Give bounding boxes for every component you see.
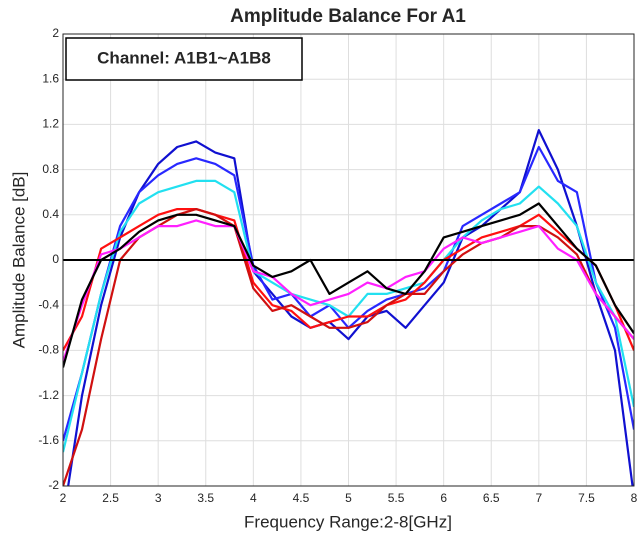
- y-tick-label: 0.8: [42, 162, 59, 176]
- x-tick-label: 3.5: [197, 491, 214, 505]
- x-tick-label: 5: [345, 491, 352, 505]
- y-tick-label: 1.2: [42, 117, 59, 131]
- x-axis-label: Frequency Range:2-8[GHz]: [244, 512, 452, 531]
- y-tick-label: -1.6: [38, 433, 59, 447]
- series-line: [63, 208, 634, 351]
- x-tick-label: 2.5: [102, 491, 119, 505]
- annotation-box: [65, 37, 303, 81]
- x-tick-label: 7: [535, 491, 542, 505]
- x-tick-label: 3: [155, 491, 162, 505]
- series-line: [67, 129, 634, 486]
- x-tick-label: 7.5: [578, 491, 595, 505]
- y-tick-label: 1.6: [42, 71, 59, 85]
- y-tick-label: -0.4: [38, 297, 59, 311]
- annotation: Channel: A1B1~A1B8: [97, 48, 271, 67]
- series-line: [63, 202, 634, 368]
- y-tick-label: 0.4: [42, 207, 59, 221]
- x-tick-label: 6.5: [483, 491, 500, 505]
- y-tick-label: 0: [52, 252, 59, 266]
- x-tick-label: 8: [631, 491, 638, 505]
- axes-box: [62, 33, 635, 487]
- lines: [63, 129, 634, 486]
- y-tick-label: 2: [52, 26, 59, 40]
- series-line: [63, 219, 634, 363]
- x-tick-label: 5.5: [388, 491, 405, 505]
- x-tick-label: 4: [250, 491, 257, 505]
- x-tick-label: 6: [440, 491, 447, 505]
- chart-title: Amplitude Balance For A1: [230, 6, 466, 27]
- x-tick-label: 4.5: [293, 491, 310, 505]
- y-axis-label: Amplitude Balance [dB]: [9, 172, 28, 349]
- x-tick-label: 2: [60, 491, 67, 505]
- y-tick-label: -0.8: [38, 343, 59, 357]
- y-tick-label: -1.2: [38, 388, 59, 402]
- y-tick-label: -2: [48, 478, 59, 492]
